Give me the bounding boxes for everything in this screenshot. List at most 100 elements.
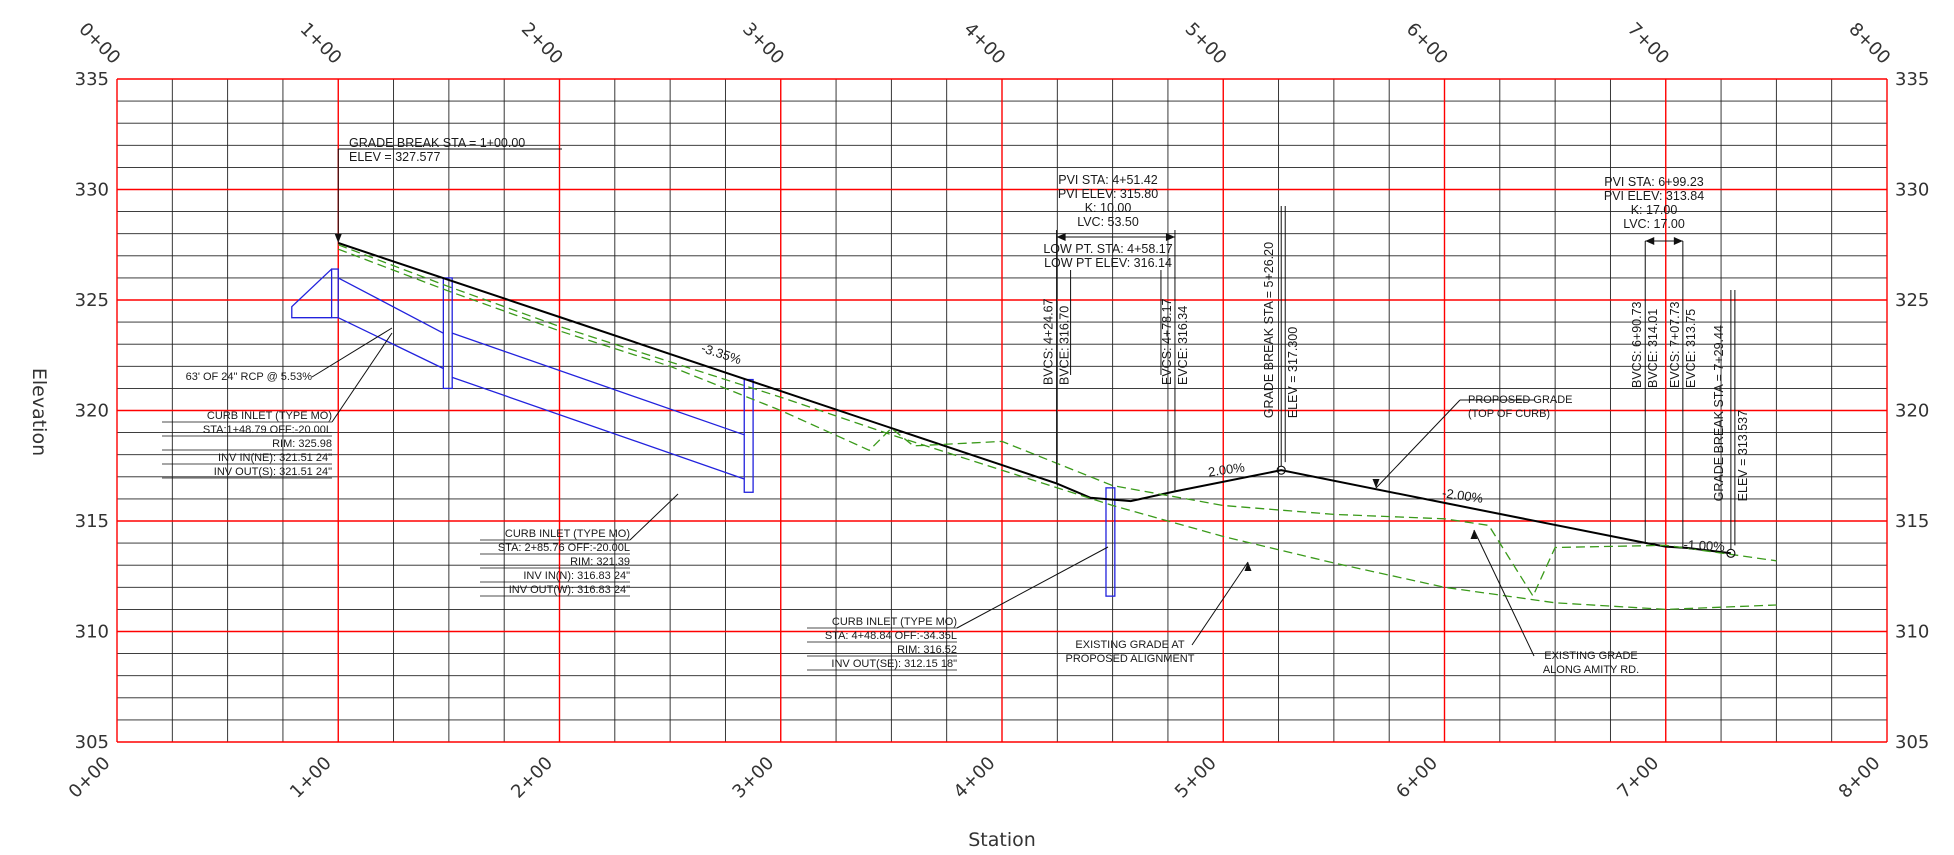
inlet-note-line: RIM: 321.39 [570, 556, 630, 568]
y-tick-label-right: 330 [1895, 180, 1929, 201]
y-tick-label-left: 315 [75, 511, 109, 532]
leader-line [1473, 529, 1535, 657]
grade-percent-label: 2.00% [1207, 459, 1246, 479]
grade-break-elev: ELEV = 327.577 [349, 150, 440, 164]
inlet-note-line: RIM: 325.98 [272, 438, 332, 450]
existing-amity-callout: ALONG AMITY RD. [1543, 664, 1639, 676]
bvce-label: BVCE: 314.01 [1646, 309, 1660, 388]
x-tick-label-top: 7+00 [1623, 19, 1673, 69]
x-tick-label-top: 8+00 [1844, 19, 1894, 69]
existing-amity-callout: EXISTING GRADE [1544, 650, 1638, 662]
existing-grade-line [338, 248, 1777, 598]
x-tick-label-bottom: 6+00 [1392, 753, 1442, 803]
vc-label: K: 10.00 [1085, 201, 1132, 215]
curb-inlet-structure [743, 378, 754, 493]
x-tick-label-top: 3+00 [738, 19, 788, 69]
x-tick-label-bottom: 3+00 [728, 753, 778, 803]
arrowhead [1645, 237, 1655, 245]
arrowhead [1372, 479, 1380, 488]
pipe-note: 63' OF 24" RCP @ 5.53% [186, 371, 313, 383]
x-tick-label-top: 1+00 [296, 19, 346, 69]
drainage-structures [291, 268, 1116, 597]
y-tick-label-right: 325 [1895, 290, 1929, 311]
y-tick-label-left: 305 [75, 732, 109, 753]
inlet-note-line: STA:1+48.79 OFF:-20.00L [203, 424, 332, 436]
curb-inlet-structure [330, 268, 339, 319]
inlet-note-line: CURB INLET (TYPE MO) [832, 616, 957, 628]
curb-inlet-structure [1105, 487, 1116, 597]
arrowhead [1056, 233, 1066, 241]
arrowhead [1470, 530, 1478, 539]
profile-lines [337, 242, 1777, 611]
grade-break-label: GRADE BREAK STA = 5+26.20 [1262, 242, 1276, 418]
arrowhead [1165, 233, 1175, 241]
grade-break-label: GRADE BREAK STA = 1+00.00 [349, 136, 525, 150]
pipe-line [337, 277, 444, 334]
x-tick-label-bottom: 0+00 [65, 753, 115, 803]
inlet-note-line: CURB INLET (TYPE MO) [207, 410, 332, 422]
existing-alignment-callout: EXISTING GRADE AT [1075, 639, 1184, 651]
inlet-note-line: INV OUT(SE): 312.15 18" [831, 658, 957, 670]
pipe-line [451, 376, 745, 480]
x-tick-label-bottom: 2+00 [507, 753, 557, 803]
vc-label: LVC: 53.50 [1077, 215, 1139, 229]
x-tick-label-bottom: 7+00 [1613, 753, 1663, 803]
existing-grade-line [338, 244, 1777, 611]
y-tick-label-left: 330 [75, 180, 109, 201]
y-tick-label-right: 310 [1895, 622, 1929, 643]
low-point-elev: LOW PT ELEV: 316.14 [1044, 256, 1172, 270]
vc-label: PVI STA: 6+99.23 [1604, 175, 1704, 189]
x-tick-label-top: 2+00 [517, 19, 567, 69]
leader-line [956, 546, 1109, 629]
inlet-note-line: CURB INLET (TYPE MO) [505, 528, 630, 540]
inlet-note-line: INV IN(N): 316.83 24" [523, 570, 630, 582]
arrowhead [334, 234, 342, 244]
inlet-wing [291, 268, 333, 319]
vc-label: PVI ELEV: 315.80 [1058, 187, 1158, 201]
grade-break-marker [1276, 465, 1286, 475]
y-tick-label-left: 335 [75, 69, 109, 90]
inlet-note-line: INV IN(NE): 321.51 24" [218, 452, 332, 464]
x-tick-label-top: 4+00 [959, 19, 1009, 69]
evcs-label: EVCS: 4+78.17 [1160, 298, 1174, 385]
leader-line [311, 327, 393, 378]
y-tick-label-left: 310 [75, 622, 109, 643]
leader-line [629, 493, 679, 541]
grade-break-marker [1726, 548, 1736, 558]
inlet-note-line: INV OUT(S): 321.51 24" [214, 466, 332, 478]
bvcs-label: BVCS: 4+24.67 [1042, 298, 1056, 385]
grade-break-elev: ELEV = 313.537 [1736, 410, 1750, 501]
grade-percent-label: -2.00% [1441, 485, 1484, 506]
inlet-note-line: INV OUT(W): 316.83 24" [509, 584, 630, 596]
vc-label: LVC: 17.00 [1623, 217, 1685, 231]
leader-line [1375, 399, 1461, 489]
vc-label: K: 17.00 [1631, 203, 1678, 217]
existing-alignment-callout: PROPOSED ALIGNMENT [1066, 653, 1195, 665]
leader-line [1191, 561, 1249, 646]
x-tick-label-bottom: 5+00 [1171, 753, 1221, 803]
arrowhead [1244, 562, 1252, 571]
major-grid [116, 78, 1888, 743]
x-axis-title: Station [968, 829, 1036, 851]
bvce-label: BVCE: 316.70 [1058, 306, 1072, 385]
leader-line [331, 332, 393, 423]
evce-label: EVCE: 316.34 [1176, 306, 1190, 385]
pipe-line [451, 332, 745, 436]
y-axis-title: Elevation [28, 368, 50, 456]
y-tick-label-left: 320 [75, 401, 109, 422]
evce-label: EVCE: 313.75 [1684, 309, 1698, 388]
y-tick-label-right: 305 [1895, 732, 1929, 753]
grade-break-label: GRADE BREAK STA = 7+29.44 [1712, 325, 1726, 501]
inlet-note-line: RIM: 316.52 [897, 644, 957, 656]
x-tick-label-top: 0+00 [74, 19, 124, 69]
y-tick-label-right: 320 [1895, 401, 1929, 422]
x-tick-label-top: 5+00 [1181, 19, 1231, 69]
curb-inlet-structure [442, 277, 453, 390]
low-point-label: LOW PT. STA: 4+58.17 [1043, 242, 1172, 256]
vc-label: PVI ELEV: 313.84 [1604, 189, 1704, 203]
x-tick-label-bottom: 4+00 [950, 753, 1000, 803]
arrowhead [1673, 237, 1683, 245]
evcs-label: EVCS: 7+07.73 [1668, 301, 1682, 388]
